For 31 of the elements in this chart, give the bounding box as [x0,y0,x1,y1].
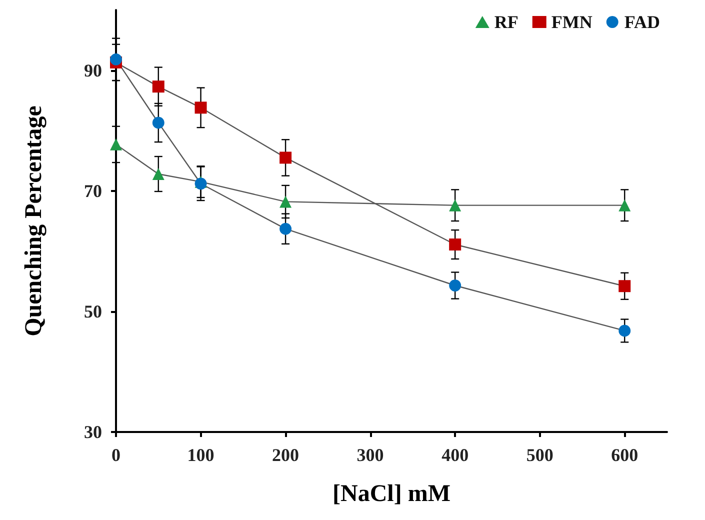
point [449,238,462,251]
y-tick-label: 30 [84,422,102,442]
point [110,138,122,150]
point [110,53,122,66]
x-tick-label: 300 [356,445,384,465]
x-tick-label: 0 [112,445,120,465]
point [618,199,631,212]
point [449,280,462,292]
x-tick-label: 500 [526,445,554,465]
x-tick-label: 400 [442,445,469,465]
point [194,102,207,114]
y-tick-label: 70 [84,180,102,201]
y-axis-title: Quenching Percentage [21,105,47,336]
x-tick-label: 200 [272,445,300,465]
x-axis-title: [NaCl] mM [332,481,450,507]
point [449,199,462,212]
legend-label: FMN [551,12,592,32]
point [618,280,631,292]
point [152,168,164,180]
point [152,80,164,93]
point [280,222,292,235]
legend-label: RF [494,12,518,32]
point [618,324,631,337]
point [280,152,292,164]
x-tick-label: 600 [611,445,638,465]
y-tick-label: 50 [84,301,102,322]
y-tick-label: 90 [84,60,102,80]
x-tick-label: 100 [187,445,214,465]
point [152,116,164,129]
legend-label: FAD [624,12,660,32]
point [280,196,292,208]
